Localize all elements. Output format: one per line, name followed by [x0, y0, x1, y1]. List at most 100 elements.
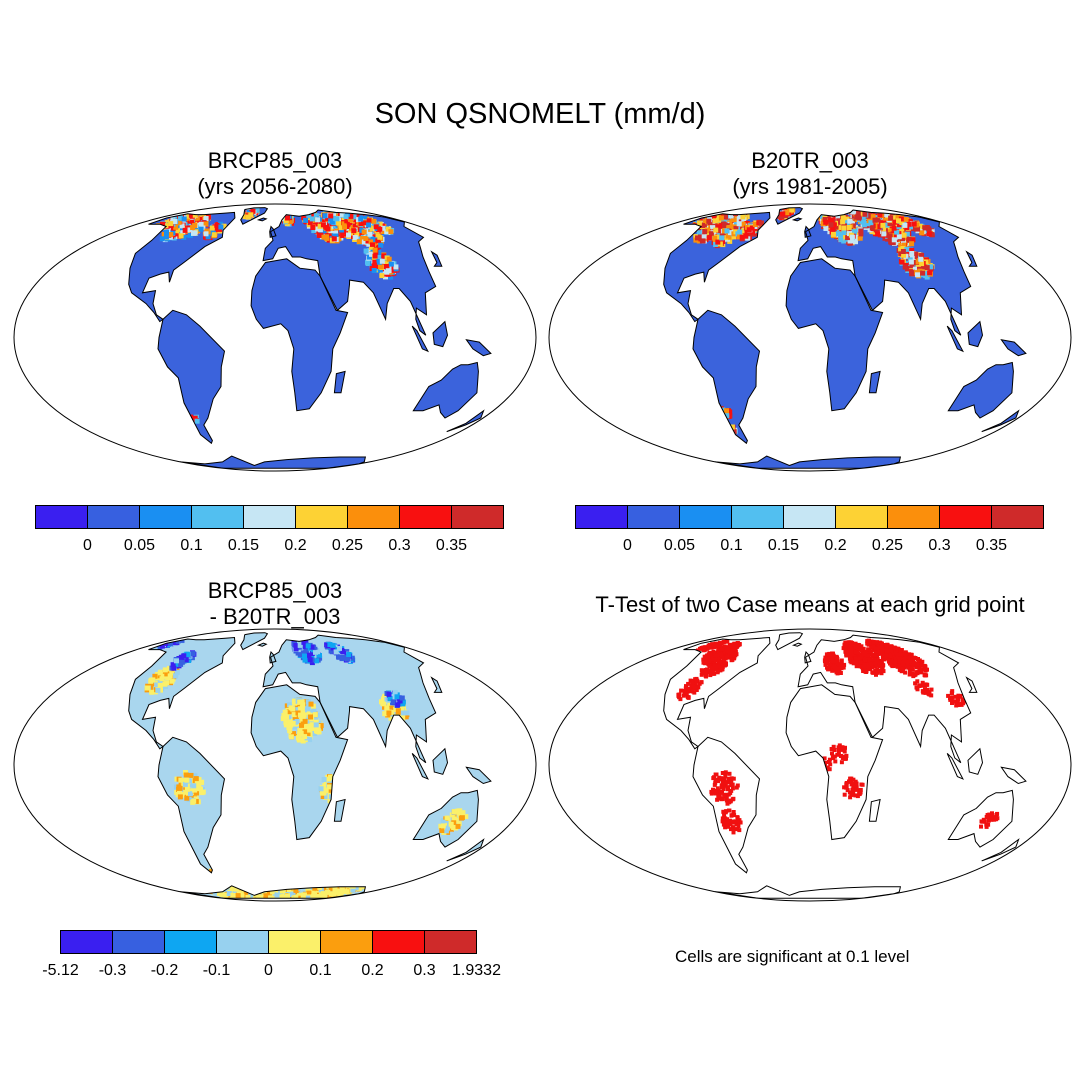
land-borneo	[433, 321, 448, 347]
land-borneo	[968, 321, 983, 347]
land-new-guinea	[466, 339, 491, 356]
colorbar-tick-label: 0.2	[361, 962, 383, 979]
coastlines	[128, 632, 492, 899]
colorbar-tick-label: 0	[83, 537, 92, 554]
colorbar-tick-label: 0	[623, 537, 632, 554]
colorbar-segment	[320, 930, 373, 954]
colorbar-segment	[268, 930, 321, 954]
colorbar-segment	[295, 505, 348, 529]
map-future	[10, 200, 540, 475]
land-australia	[948, 790, 1014, 848]
panel-title-line2: - B20TR_003	[209, 604, 341, 629]
land-north-america	[663, 637, 770, 749]
figure-title: SON QSNOMELT (mm/d)	[374, 98, 706, 130]
land-north-america	[128, 637, 235, 749]
panel-subtitle-years: (yrs 1981-2005)	[732, 174, 888, 199]
map-historical	[545, 200, 1075, 475]
land-madagascar	[334, 371, 346, 393]
map-border	[548, 628, 1072, 902]
land-greenland	[775, 632, 803, 650]
colorbar-tick-label: -5.12	[42, 962, 79, 979]
land-japan	[431, 251, 442, 267]
land-australia	[413, 362, 479, 418]
colorbar-segment	[399, 505, 452, 529]
panel-title-future: BRCP85_003 (yrs 2056-2080)	[140, 148, 410, 200]
land-eurasia	[263, 635, 436, 763]
land-antarctica	[180, 456, 366, 469]
colorbar-historical: 0 0.05 0.1 0.15 0.2 0.25 0.3 0.35	[575, 505, 1045, 555]
land-borneo	[433, 748, 448, 775]
land-greenland	[240, 632, 268, 650]
panel-title-historical: B20TR_003 (yrs 1981-2005)	[675, 148, 945, 200]
colorbar-tick-label: -0.1	[203, 962, 231, 979]
colorbar-segment	[191, 505, 244, 529]
land-africa	[786, 258, 883, 411]
map-ttest	[545, 625, 1075, 905]
panel-title-line: T-Test of two Case means at each grid po…	[595, 592, 1025, 617]
panel-subtitle-years: (yrs 2056-2080)	[197, 174, 353, 199]
panel-title-difference: BRCP85_003 - B20TR_003	[140, 578, 410, 630]
colorbar-tick-label: 0.1	[720, 537, 742, 554]
colorbar-segment	[372, 930, 425, 954]
colorbar-future: 0 0.05 0.1 0.15 0.2 0.25 0.3 0.35	[35, 505, 505, 555]
colorbar-segment	[60, 930, 113, 954]
colorbar-segment	[731, 505, 784, 529]
colorbar-tick-label: 0.2	[824, 537, 846, 554]
colorbar-tick-label: 0.15	[228, 537, 259, 554]
colorbar-segment	[112, 930, 165, 954]
land-south-america	[158, 310, 225, 444]
colorbar-difference: -5.12 -0.3 -0.2 -0.1 0 0.1 0.2 0.3 1.9332	[42, 930, 540, 990]
colorbar-segment	[424, 930, 477, 954]
land-japan	[966, 251, 977, 267]
land-new-guinea	[466, 767, 491, 784]
colorbar-tick-label: -0.2	[151, 962, 179, 979]
land-japan	[966, 677, 977, 693]
panel-title-ttest: T-Test of two Case means at each grid po…	[545, 592, 1075, 618]
colorbar-segment	[679, 505, 732, 529]
land-borneo	[968, 748, 983, 775]
colorbar-segment	[451, 505, 504, 529]
colorbar-tick-label: 0.3	[413, 962, 435, 979]
land-new-guinea	[1001, 339, 1026, 356]
colorbar-segment	[627, 505, 680, 529]
colorbar-tick-label: 0.05	[664, 537, 695, 554]
colorbar-segment	[575, 505, 628, 529]
colorbar-tick-label: 0.15	[768, 537, 799, 554]
colorbar-segment	[243, 505, 296, 529]
colorbar-segment	[939, 505, 992, 529]
land-south-america	[693, 310, 760, 444]
colorbar-segment	[35, 505, 88, 529]
land-madagascar	[869, 799, 881, 822]
colorbar-segment	[164, 930, 217, 954]
colorbar-tick-label: 0.25	[332, 537, 363, 554]
colorbar-tick-label: 0.35	[436, 537, 467, 554]
colorbar-segment	[835, 505, 888, 529]
land-new-guinea	[1001, 767, 1026, 784]
panel-title-line: BRCP85_003	[207, 148, 343, 173]
colorbar-tick-label: 0.1	[180, 537, 202, 554]
significance-note: Cells are significant at 0.1 level	[675, 947, 910, 966]
panel-title-line: B20TR_003	[751, 148, 869, 173]
data-field	[683, 207, 935, 435]
land-australia	[948, 362, 1014, 418]
colorbar-segment	[887, 505, 940, 529]
colorbar-tick-label: 0.05	[124, 537, 155, 554]
colorbar-segment	[87, 505, 140, 529]
map-difference	[10, 625, 540, 905]
colorbar-segment	[783, 505, 836, 529]
map-border	[548, 203, 1072, 472]
land-south-america	[158, 737, 225, 873]
land-sumatra	[947, 753, 963, 779]
colorbar-tick-label: 0.3	[928, 537, 950, 554]
coastlines	[663, 632, 1027, 899]
colorbar-tick-label: 1.9332	[452, 962, 501, 979]
colorbar-tick-label: -0.3	[99, 962, 127, 979]
panel-title-line: BRCP85_003	[207, 578, 343, 603]
land-antarctica	[715, 885, 901, 899]
map-border	[13, 628, 537, 902]
colorbar-segment	[347, 505, 400, 529]
colorbar-tick-label: 0.25	[872, 537, 903, 554]
colorbar-tick-label: 0.3	[388, 537, 410, 554]
land-madagascar	[334, 799, 346, 822]
land-japan	[431, 677, 442, 693]
